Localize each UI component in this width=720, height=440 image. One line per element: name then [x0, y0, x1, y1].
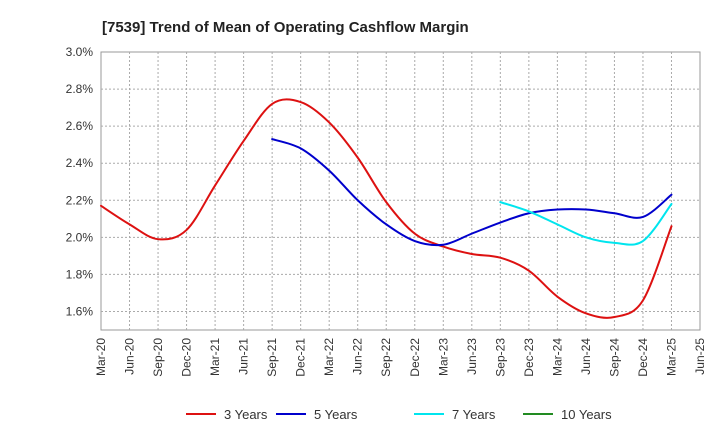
- x-tick-label: Sep-21: [265, 338, 279, 377]
- x-tick-label: Jun-24: [579, 338, 593, 375]
- y-tick-label: 2.2%: [66, 193, 94, 207]
- series-line-7-years: [499, 201, 673, 246]
- y-tick-label: 1.8%: [66, 267, 94, 281]
- legend-label-3-years: 3 Years: [224, 407, 268, 422]
- x-tick-label: Mar-21: [208, 338, 222, 376]
- x-tick-label: Jun-21: [237, 338, 251, 375]
- x-tick-label: Dec-20: [180, 338, 194, 377]
- y-tick-label: 2.4%: [66, 156, 94, 170]
- axis-layer: 1.6% 1.8% 2.0% 2.2% 2.4% 2.6% 2.8% 3.0% Mar-20 Ju…: [66, 45, 707, 377]
- plot-area: [100, 51, 701, 331]
- y-tick-label: 3.0%: [66, 45, 94, 59]
- chart-title: [7539] Trend of Mean of Operating Cashfl…: [102, 19, 469, 36]
- y-tick-label: 2.8%: [66, 82, 94, 96]
- x-tick-label: Sep-22: [379, 338, 393, 377]
- x-tick-label: Dec-24: [636, 338, 650, 377]
- legend-label-7-years: 7 Years: [452, 407, 496, 422]
- legend: 3 Years 5 Years 7 Years 10 Years: [186, 407, 612, 422]
- x-tick-label: Mar-25: [664, 338, 678, 376]
- x-tick-label: Sep-20: [151, 338, 165, 377]
- x-tick-label: Dec-22: [408, 338, 422, 377]
- series-line-3-years: [100, 98, 673, 319]
- y-tick-label: 2.6%: [66, 119, 94, 133]
- x-tick-label: Jun-22: [351, 338, 365, 375]
- y-tick-label: 2.0%: [66, 230, 94, 244]
- x-tick-label: Jun-23: [465, 338, 479, 375]
- x-tick-label: Jun-20: [123, 338, 137, 375]
- x-tick-label: Jun-25: [693, 338, 707, 375]
- legend-label-5-years: 5 Years: [314, 407, 358, 422]
- x-tick-label: Mar-23: [436, 338, 450, 376]
- x-tick-label: Sep-24: [607, 338, 621, 377]
- series-layer: [100, 98, 673, 319]
- x-tick-label: Mar-24: [550, 338, 564, 376]
- x-tick-label: Dec-23: [522, 338, 536, 377]
- series-line-5-years: [271, 138, 673, 247]
- x-tick-label: Dec-21: [294, 338, 308, 377]
- x-tick-label: Mar-22: [322, 338, 336, 376]
- x-tick-label: Mar-20: [94, 338, 108, 376]
- legend-label-10-years: 10 Years: [561, 407, 612, 422]
- x-tick-label: Sep-23: [493, 338, 507, 377]
- grid-layer: [100, 51, 701, 331]
- y-tick-label: 1.6%: [66, 304, 94, 318]
